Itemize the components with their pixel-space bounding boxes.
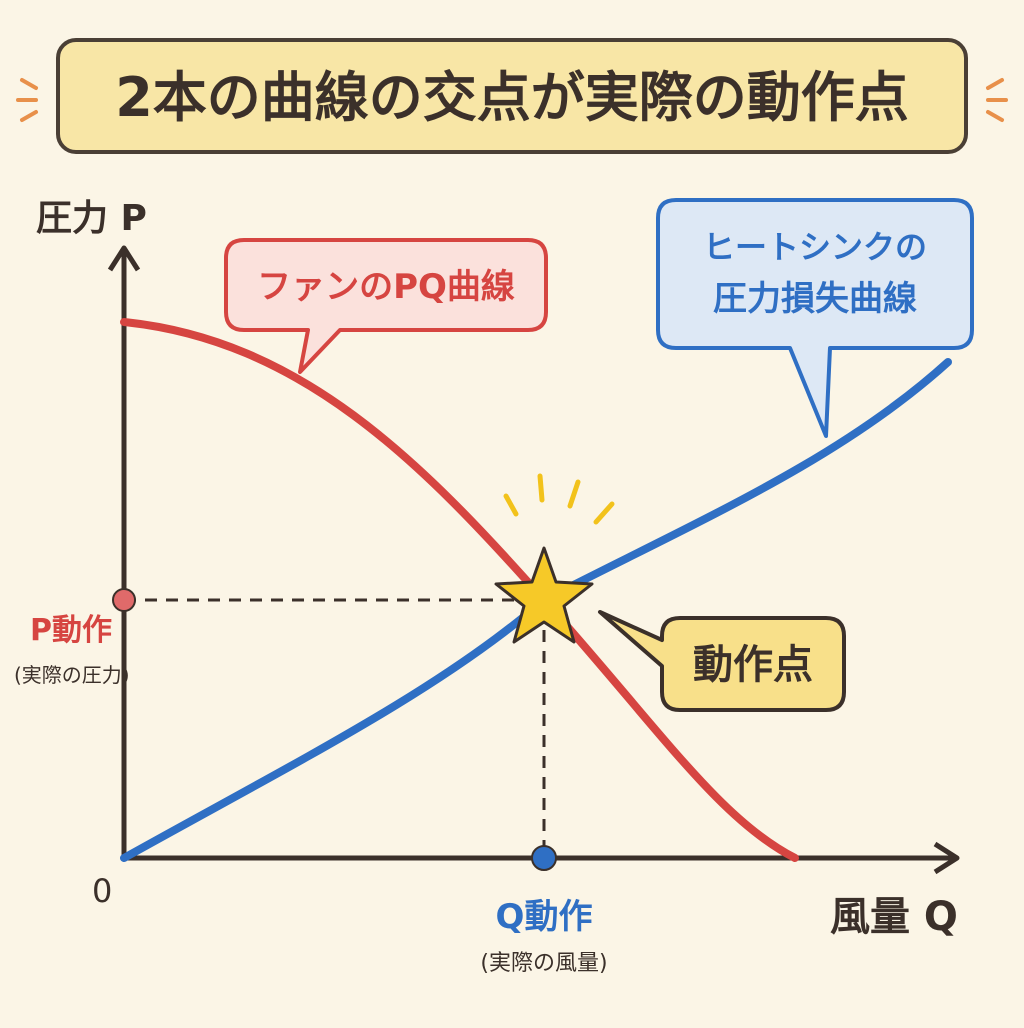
- heatsink-curve-label-line1: ヒートシンクの: [703, 228, 927, 266]
- operating-point-label: 動作点: [693, 642, 813, 688]
- x-axis-label: 風量 Q: [830, 894, 958, 940]
- heatsink-curve-label-line2: 圧力損失曲線: [713, 279, 917, 319]
- operating-point-star-icon: [494, 546, 594, 644]
- fan-pq-curve: [120, 318, 799, 862]
- x-axis-arrow: [933, 841, 960, 875]
- p-operating-label: P動作: [30, 613, 112, 648]
- sparkle-icon: [503, 473, 615, 525]
- p-operating-sublabel: (実際の圧力): [14, 663, 130, 687]
- fan-curve-callout: [224, 238, 548, 374]
- title-banner: [56, 38, 968, 154]
- y-axis-arrow: [107, 245, 141, 272]
- operating-point-callout: [598, 610, 846, 712]
- y-axis-label: 圧力 P: [36, 198, 147, 239]
- title-decoration-right: [986, 78, 1008, 122]
- title-decoration-left: [16, 78, 38, 122]
- q-operating-marker: [531, 845, 557, 871]
- q-operating-sublabel: (実際の風量): [480, 951, 607, 976]
- p-operating-marker: [112, 588, 136, 612]
- fan-curve-label: ファンのPQ曲線: [257, 267, 515, 307]
- heatsink-curve-callout: [656, 198, 974, 438]
- title: 2本の曲線の交点が実際の動作点: [115, 66, 909, 129]
- q-operating-label: Q動作: [496, 897, 593, 937]
- origin-label: 0: [92, 872, 112, 910]
